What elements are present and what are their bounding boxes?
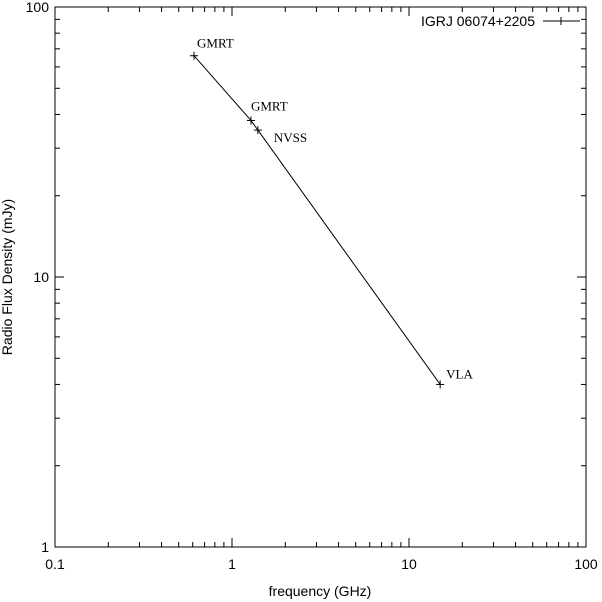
- x-axis-label: frequency (GHz): [269, 583, 372, 599]
- data-point-marker: [246, 116, 255, 125]
- x-tick-label: 0.1: [45, 556, 65, 572]
- data-point-marker: [253, 126, 262, 135]
- y-axis-label: Radio Flux Density (mJy): [0, 199, 15, 355]
- annotation-layer: GMRT GMRT NVSS VLA: [197, 36, 473, 382]
- y-tick-label: 1: [41, 539, 49, 555]
- annotation-label: NVSS: [274, 130, 307, 145]
- x-tick-label: 100: [574, 556, 598, 572]
- annotation-label: VLA: [446, 366, 473, 381]
- data-point-marker: [436, 380, 445, 389]
- axis-ticks: [54, 7, 587, 548]
- x-tick-label: 1: [228, 556, 236, 572]
- data-point-marker: [190, 51, 199, 60]
- y-tick-label: 10: [33, 269, 49, 285]
- annotation-label: GMRT: [251, 98, 288, 113]
- y-tick-label: 100: [26, 0, 50, 15]
- x-tick-label: 10: [401, 556, 417, 572]
- legend-label: IGRJ 06074+2205: [421, 13, 535, 29]
- series-layer: [190, 51, 445, 389]
- annotation-label: GMRT: [197, 36, 234, 51]
- legend-marker: [557, 17, 565, 25]
- plot-frame: [54, 6, 587, 548]
- legend: IGRJ 06074+2205: [421, 13, 580, 29]
- series-line: [193, 55, 441, 385]
